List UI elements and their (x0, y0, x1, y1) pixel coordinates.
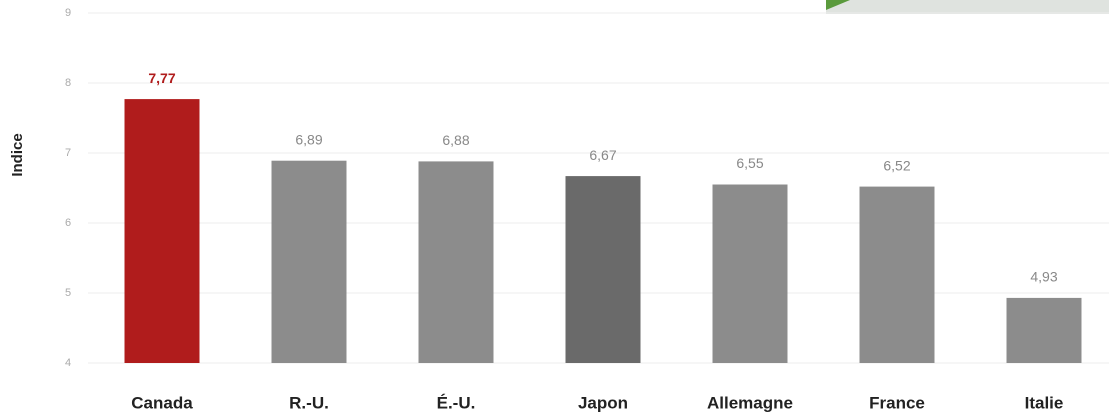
x-tick-label: France (869, 393, 925, 412)
x-tick-label: Allemagne (707, 393, 793, 412)
value-label: 6,89 (295, 131, 322, 147)
decorative-image (826, 0, 850, 10)
value-label: 6,52 (883, 157, 910, 173)
y-tick-label: 5 (65, 287, 71, 299)
y-axis-label: Indice (9, 133, 26, 176)
x-tick-label: Italie (1025, 393, 1064, 412)
value-label: 6,67 (589, 147, 616, 163)
decorative-image (826, 0, 1109, 14)
y-tick-label: 9 (65, 7, 71, 19)
x-tick-label: R.-U. (289, 393, 329, 412)
bar (859, 186, 935, 363)
x-tick-label: Canada (131, 393, 193, 412)
x-tick-label: Japon (578, 393, 628, 412)
bar (418, 161, 494, 363)
y-tick-label: 6 (65, 217, 71, 229)
y-tick-label: 8 (65, 77, 71, 89)
value-label: 6,55 (736, 155, 763, 171)
value-label: 6,88 (442, 132, 469, 148)
value-label: 4,93 (1030, 269, 1057, 285)
bar (565, 176, 641, 363)
bar (712, 184, 788, 363)
y-tick-label: 4 (65, 357, 71, 369)
bar (1006, 297, 1082, 363)
bar (124, 99, 200, 363)
bar (271, 160, 347, 363)
value-label: 7,77 (148, 70, 175, 86)
y-tick-label: 7 (65, 147, 71, 159)
x-tick-label: É.-U. (437, 393, 476, 412)
